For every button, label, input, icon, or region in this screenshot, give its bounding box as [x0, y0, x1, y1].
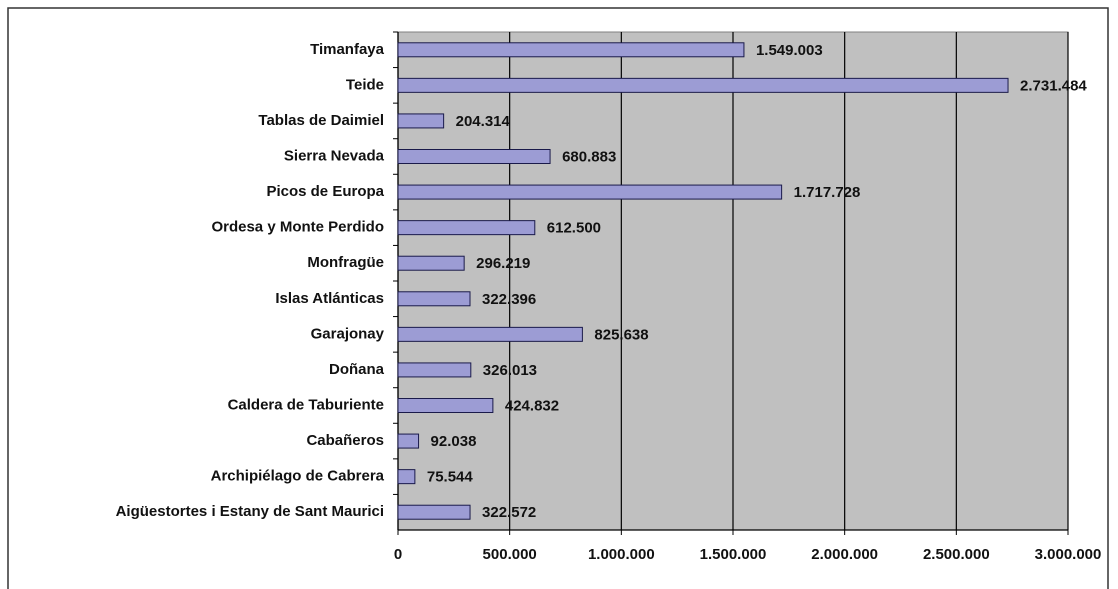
- y-tick-label: Tablas de Daimiel: [258, 112, 384, 129]
- data-label: 75.544: [427, 469, 474, 486]
- bar: [397, 362, 472, 378]
- bar: [397, 433, 420, 449]
- data-label: 2.731.484: [1020, 77, 1087, 94]
- y-tick-label: Cabañeros: [306, 432, 384, 449]
- bar: [397, 77, 1009, 93]
- bar: [397, 255, 465, 271]
- x-tick-label: 1.500.000: [700, 546, 767, 563]
- bar: [397, 184, 783, 200]
- y-tick-label: Sierra Nevada: [284, 147, 385, 164]
- data-label: 1.549.003: [756, 42, 823, 59]
- data-label: 322.572: [482, 504, 536, 521]
- bar: [397, 42, 745, 58]
- data-label: 424.832: [505, 397, 559, 414]
- bar: [397, 504, 471, 520]
- x-tick-label: 0: [394, 546, 402, 563]
- data-label: 326.013: [483, 362, 537, 379]
- data-label: 1.717.728: [794, 184, 861, 201]
- x-tick-label: 2.000.000: [811, 546, 878, 563]
- x-tick-label: 1.000.000: [588, 546, 655, 563]
- data-label: 322.396: [482, 291, 536, 308]
- y-tick-label: Garajonay: [311, 325, 385, 342]
- y-tick-label: Caldera de Taburiente: [228, 396, 384, 413]
- y-tick-label: Doñana: [329, 361, 385, 378]
- y-tick-label: Picos de Europa: [266, 183, 384, 200]
- data-label: 204.314: [456, 113, 511, 130]
- x-tick-label: 3.000.000: [1035, 546, 1102, 563]
- data-label: 825.638: [594, 326, 648, 343]
- x-tick-label: 2.500.000: [923, 546, 990, 563]
- y-tick-label: Aigüestortes i Estany de Sant Maurici: [116, 503, 384, 520]
- bar: [397, 220, 536, 236]
- x-tick-label: 500.000: [483, 546, 537, 563]
- bar: [397, 291, 471, 307]
- data-label: 680.883: [562, 148, 616, 165]
- bar: [397, 469, 416, 485]
- bar: [397, 149, 551, 164]
- bar: [397, 326, 583, 342]
- data-label: 296.219: [476, 255, 530, 272]
- data-label: 612.500: [547, 220, 601, 237]
- y-tick-label: Teide: [346, 76, 384, 93]
- y-tick-label: Timanfaya: [310, 41, 385, 58]
- bar: [397, 398, 494, 413]
- y-tick-label: Ordesa y Monte Perdido: [211, 219, 384, 236]
- bar: [397, 113, 445, 129]
- data-label: 92.038: [431, 433, 477, 450]
- y-tick-label: Archipiélago de Cabrera: [211, 468, 385, 485]
- y-tick-label: Islas Atlánticas: [275, 290, 384, 307]
- y-tick-label: Monfragüe: [307, 254, 384, 271]
